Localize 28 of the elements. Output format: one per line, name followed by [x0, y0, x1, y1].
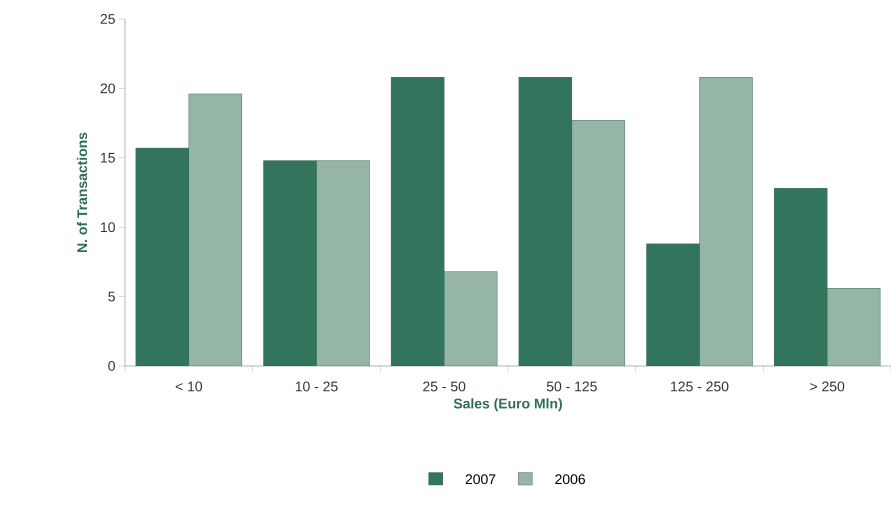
x-axis-title: Sales (Euro Mln)	[454, 398, 562, 412]
bar	[700, 77, 753, 366]
y-tick-label: 20	[100, 83, 115, 94]
y-tick-label: 10	[101, 222, 115, 232]
x-tick-label: 25 - 50	[423, 382, 466, 392]
y-axis-title: N. of Transactions	[76, 132, 88, 252]
x-tick-label: > 250	[810, 382, 844, 392]
bar	[188, 94, 242, 366]
bar	[136, 148, 189, 366]
y-tick-label: 0	[108, 361, 115, 371]
bar	[444, 272, 498, 366]
bar	[316, 160, 370, 366]
bar	[391, 77, 444, 366]
bar	[826, 288, 880, 366]
x-tick-label: 125 - 250	[671, 382, 728, 392]
legend-label: 2007	[466, 474, 496, 484]
x-tick-label: 50 - 125	[546, 382, 597, 392]
x-tick-label: 10 - 25	[296, 382, 338, 392]
bar	[264, 160, 316, 366]
y-tick-label: 15	[101, 152, 115, 163]
x-tick-label: < 10	[176, 382, 202, 392]
y-tick-label: 25	[100, 14, 115, 24]
bar	[774, 188, 828, 366]
bar	[646, 244, 700, 366]
y-tick-label: 5	[108, 292, 115, 302]
bar	[572, 120, 625, 366]
bar	[518, 77, 572, 366]
legend-label: 2006	[555, 474, 585, 484]
